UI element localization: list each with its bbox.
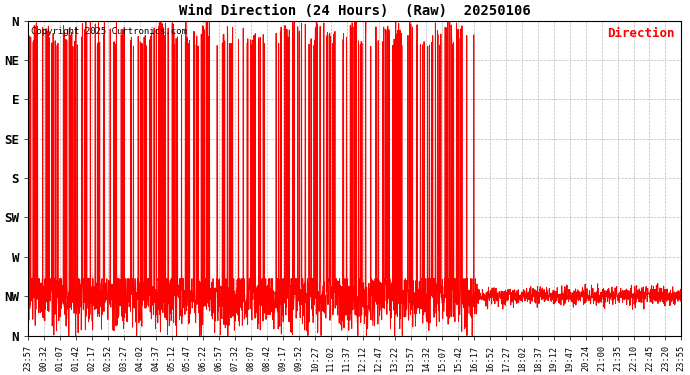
Title: Wind Direction (24 Hours)  (Raw)  20250106: Wind Direction (24 Hours) (Raw) 20250106	[179, 4, 531, 18]
Text: Copyright 2025 Curtronics.com: Copyright 2025 Curtronics.com	[32, 27, 188, 36]
Text: Direction: Direction	[607, 27, 675, 40]
